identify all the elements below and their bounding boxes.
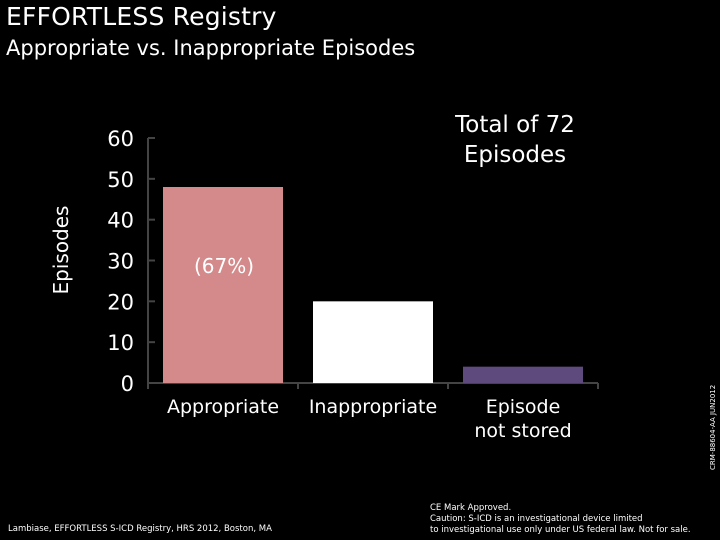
document-code: CRM-88604-AA JUN2012 bbox=[709, 384, 717, 470]
x-category-label: Appropriate bbox=[167, 396, 279, 418]
disclaimer-line-1: CE Mark Approved. bbox=[430, 503, 512, 513]
y-tick-label: 30 bbox=[107, 250, 134, 274]
disclaimer-line-2: Caution: S-ICD is an investigational dev… bbox=[430, 514, 643, 524]
bar-episode-not-stored bbox=[463, 366, 583, 383]
data-label: (67%) bbox=[194, 254, 254, 278]
disclaimer: CE Mark Approved. Caution: S-ICD is an i… bbox=[430, 503, 720, 536]
total-episodes-annotation: Total of 72 Episodes bbox=[455, 112, 575, 168]
bar-inappropriate bbox=[313, 301, 433, 383]
y-tick-label: 0 bbox=[121, 372, 134, 396]
y-tick-label: 50 bbox=[107, 168, 134, 192]
slide-title: EFFORTLESS Registry bbox=[6, 2, 277, 31]
citation: Lambiase, EFFORTLESS S-ICD Registry, HRS… bbox=[8, 524, 272, 534]
y-tick-label: 60 bbox=[107, 127, 134, 151]
disclaimer-line-3: to investigational use only under US fed… bbox=[430, 525, 691, 535]
y-axis-label: Episodes bbox=[49, 206, 73, 295]
bar-appropriate bbox=[163, 187, 283, 383]
x-category-label: Episode not stored bbox=[474, 396, 571, 442]
y-tick-label: 20 bbox=[107, 290, 134, 314]
slide-subtitle: Appropriate vs. Inappropriate Episodes bbox=[6, 36, 416, 60]
x-category-label: Inappropriate bbox=[309, 396, 437, 418]
data-label: (28%) bbox=[350, 325, 410, 349]
y-tick-label: 10 bbox=[107, 331, 134, 355]
y-tick-label: 40 bbox=[107, 209, 134, 233]
